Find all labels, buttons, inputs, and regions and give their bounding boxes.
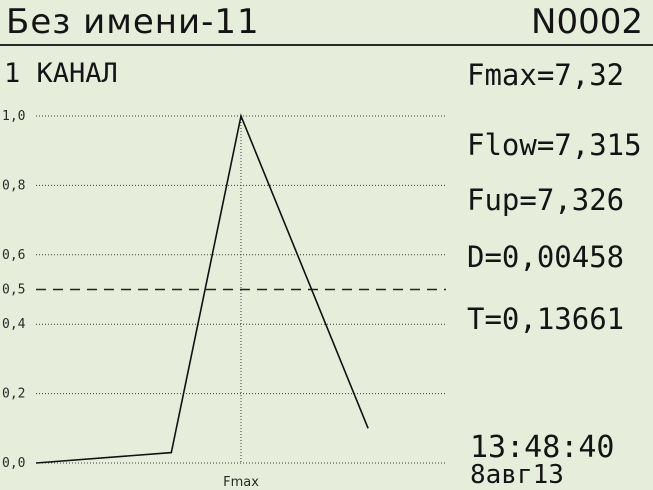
- y-tick-label: 0,6: [2, 248, 25, 263]
- fmax-readout: Fmax=7,32: [467, 58, 625, 92]
- fup-readout: Fup=7,326: [467, 183, 625, 217]
- x-axis-label: Fmax: [223, 475, 259, 488]
- title-bar: Без имени-11 N0002: [0, 0, 653, 46]
- y-tick-label: 0,4: [2, 317, 26, 332]
- flow-readout: Flow=7,315: [467, 128, 642, 162]
- d-readout: D=0,00458: [467, 240, 625, 274]
- clock-date: 8авг13: [470, 460, 564, 490]
- document-title: Без имени-11: [6, 2, 260, 42]
- t-readout: T=0,13661: [467, 302, 625, 336]
- y-tick-label: 1,0: [2, 109, 25, 124]
- y-tick-label: 0,8: [2, 178, 25, 193]
- channel-label: 1 КАНАЛ: [4, 58, 118, 89]
- clock-time: 13:48:40: [470, 430, 615, 465]
- series-line: [35, 113, 369, 464]
- document-number: N0002: [531, 2, 643, 42]
- y-tick-label: 0,5: [2, 283, 25, 298]
- response-chart: 1,0 0,8 0,6 0,5 0,4 0,2 0,0 Fmax: [2, 109, 446, 488]
- y-tick-label: 0,2: [2, 387, 25, 402]
- y-tick-label: 0,0: [2, 456, 25, 471]
